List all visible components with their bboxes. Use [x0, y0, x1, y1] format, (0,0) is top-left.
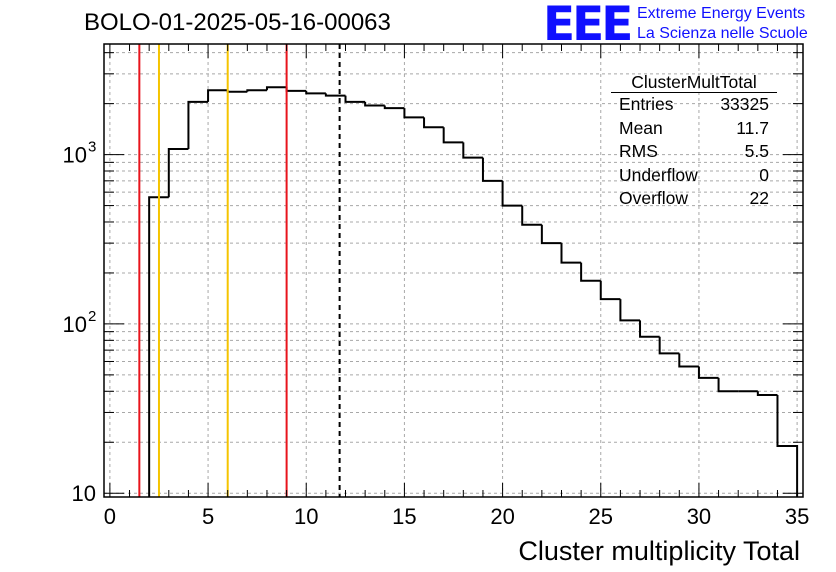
histogram-bin	[540, 224, 562, 245]
histogram-bin	[442, 127, 464, 144]
run-title: BOLO-01-2025-05-16-00063	[84, 9, 391, 36]
histogram-bin	[580, 262, 601, 282]
stats-value: 33325	[720, 94, 769, 114]
y-tick-label: 10	[63, 143, 87, 168]
stats-label: Underflow	[619, 164, 698, 185]
stats-title: ClusterMultTotal	[611, 72, 777, 93]
stats-value: 11.7	[736, 117, 769, 138]
histogram-bin	[481, 157, 503, 182]
histogram-bin	[167, 147, 189, 198]
x-axis-label: Cluster multiplicity Total	[518, 536, 800, 566]
histogram-bin	[246, 89, 267, 92]
histogram-bin	[324, 93, 346, 97]
stats-label: RMS	[619, 141, 658, 161]
histogram-bin	[383, 105, 405, 110]
y-tick-exponent: 3	[88, 139, 96, 156]
y-tick-exponent: 2	[88, 308, 96, 325]
stats-value: 5.5	[744, 141, 769, 161]
x-tick-label: 5	[202, 504, 214, 529]
histogram-bin	[187, 100, 209, 149]
stats-label: Mean	[619, 117, 663, 138]
x-tick-label: 30	[687, 504, 711, 529]
histogram-bin	[305, 90, 326, 95]
x-tick-label: 35	[785, 504, 809, 529]
histogram-bin	[285, 87, 307, 92]
histogram-bin	[776, 395, 799, 497]
eee-logo: EEE	[543, 0, 633, 52]
histogram-bin	[207, 89, 228, 102]
histogram-bin	[560, 243, 582, 264]
histogram-bin	[226, 90, 248, 93]
histogram-bin	[717, 377, 739, 393]
histogram-bin	[521, 205, 542, 226]
histogram-bin	[344, 95, 366, 103]
histogram-bin	[501, 180, 523, 207]
x-tick-label: 0	[104, 504, 116, 529]
histogram-bin	[423, 117, 444, 129]
stats-value: 0	[759, 164, 769, 185]
histogram-bin	[658, 336, 680, 355]
x-tick-label: 25	[589, 504, 613, 529]
logo-caption-line1: Extreme Energy Events	[637, 5, 806, 22]
stats-label: Overflow	[619, 188, 689, 208]
axis-ticks	[104, 44, 803, 497]
stats-row-overflow: Overflow 22	[611, 187, 777, 211]
stats-value: 22	[749, 188, 769, 208]
axes-frame	[103, 43, 804, 498]
stats-row-underflow: Underflow 0	[611, 164, 777, 188]
plot-frame	[103, 43, 804, 498]
stats-row-entries: Entries 33325	[611, 93, 777, 117]
grid-layer	[104, 44, 803, 497]
histogram-bin	[678, 353, 699, 368]
histogram-bin	[599, 280, 621, 301]
x-tick-label: 20	[490, 504, 514, 529]
histogram-bin	[697, 366, 719, 379]
histogram-bin	[639, 320, 660, 338]
histogram-bin	[265, 86, 287, 91]
histogram-bin	[756, 391, 778, 397]
x-tick-label: 10	[294, 504, 318, 529]
logo-caption-line2: La Scienza nelle Scuole	[637, 25, 808, 42]
stats-row-rms: RMS 5.5	[611, 140, 777, 164]
histogram-bin	[148, 196, 169, 497]
histogram-bin	[403, 108, 425, 119]
stats-box: ClusterMultTotal Entries 33325 Mean 11.7…	[611, 72, 777, 211]
histogram-bin	[462, 142, 483, 159]
stats-label: Entries	[619, 94, 674, 114]
x-tick-label: 15	[392, 504, 416, 529]
histogram-bin	[619, 299, 641, 322]
histogram-layer	[148, 86, 799, 497]
stats-row-mean: Mean 11.7	[611, 117, 777, 141]
marker-lines-layer	[138, 44, 341, 497]
y-tick-label: 10	[72, 481, 96, 506]
y-tick-label: 10	[63, 312, 87, 337]
histogram-bin	[364, 101, 385, 107]
